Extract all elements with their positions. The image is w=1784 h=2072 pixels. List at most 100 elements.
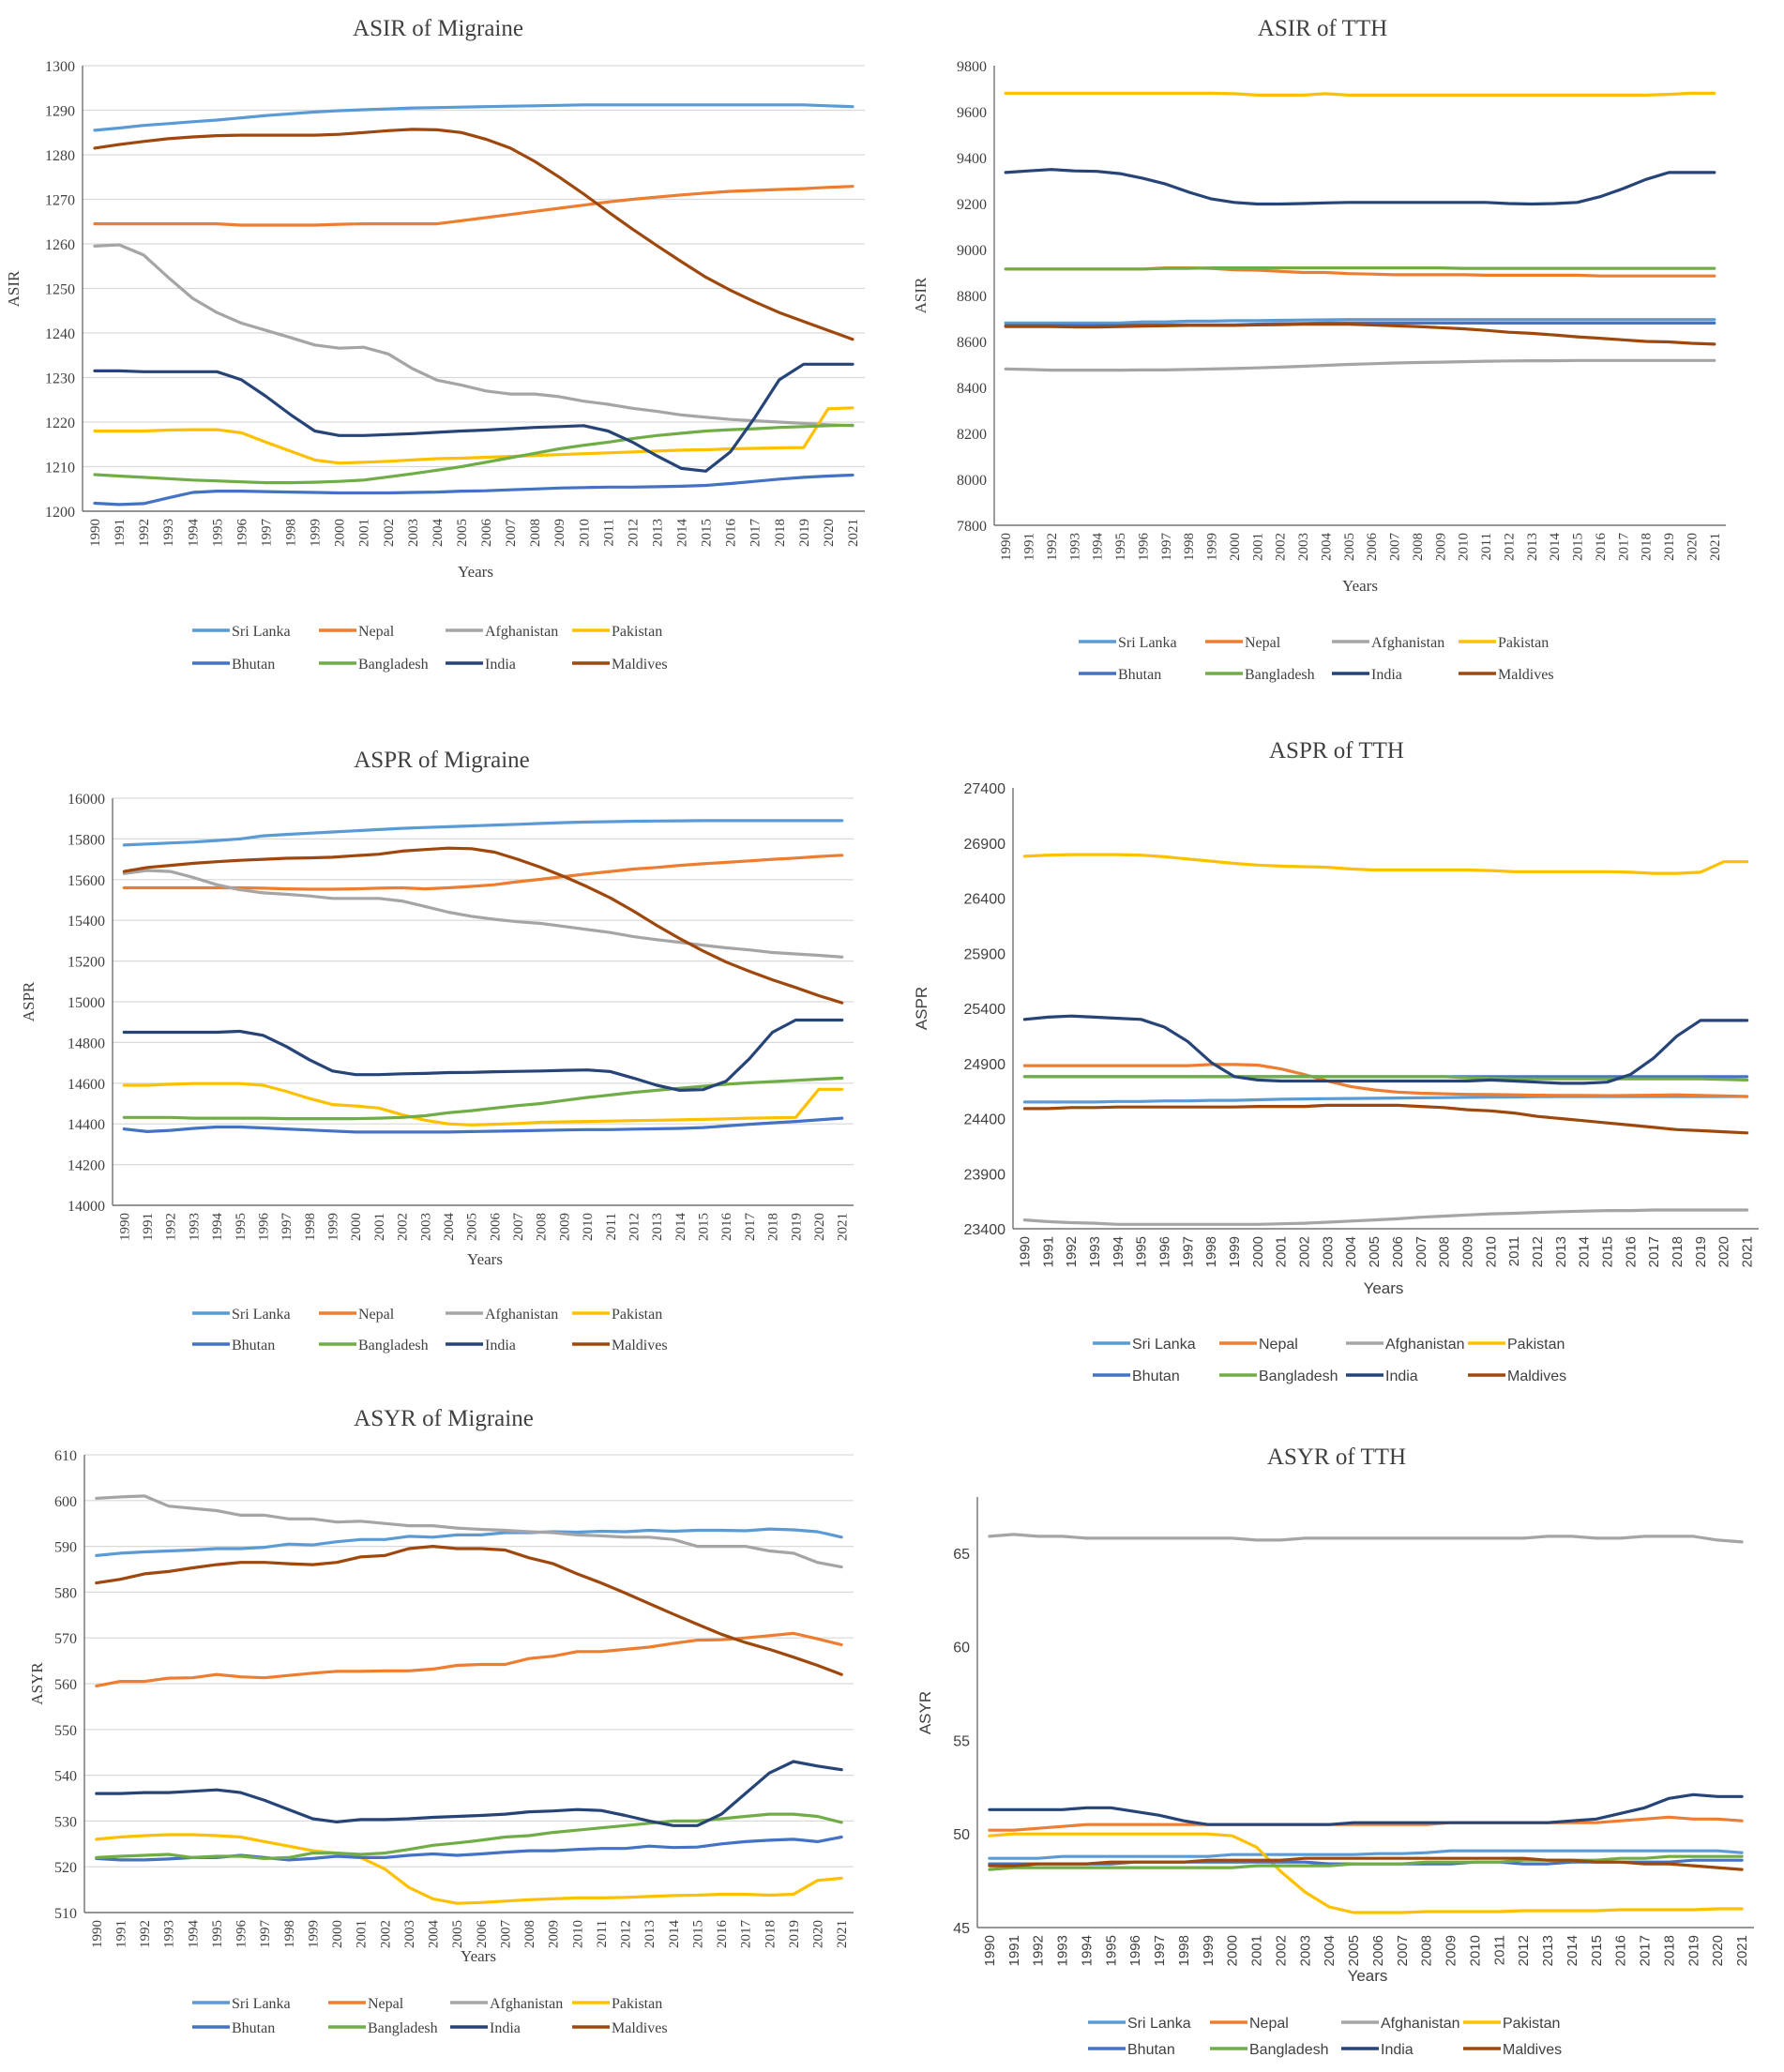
legend-label: Nepal — [368, 1996, 404, 2012]
x-tick-label: 1992 — [1031, 1935, 1047, 1966]
x-tick-label: 2003 — [1296, 533, 1311, 561]
legend-label: Bhutan — [232, 2020, 275, 2036]
legend-label: Sri Lanka — [1127, 2016, 1191, 2032]
x-tick-label: 2003 — [1297, 1935, 1313, 1966]
y-tick-label: 9200 — [957, 197, 987, 213]
legend-label: Afghanistan — [485, 1307, 558, 1323]
y-tick-label: 9800 — [957, 59, 987, 75]
x-axis-label: Years — [1364, 1279, 1404, 1297]
legend-label: Nepal — [358, 624, 395, 640]
y-tick-label: 14600 — [68, 1077, 105, 1093]
x-tick-label: 2002 — [378, 1920, 393, 1948]
series-line-bangladesh — [93, 423, 854, 485]
legend-label: Bangladesh — [358, 1338, 429, 1354]
series-line-pakistan — [1022, 853, 1749, 875]
x-tick-label: 2018 — [1670, 1236, 1686, 1267]
y-tick-label: 510 — [54, 1906, 77, 1922]
series-line-pakistan — [95, 1833, 843, 1905]
series-line-maldives — [988, 1856, 1744, 1871]
x-tick-label: 2006 — [1390, 1236, 1406, 1267]
y-tick-label: 7800 — [957, 519, 987, 535]
x-tick-label: 1991 — [1040, 1236, 1056, 1267]
x-tick-label: 1996 — [256, 1213, 271, 1242]
series-line-nepal — [93, 185, 854, 227]
x-tick-label: 2017 — [748, 519, 763, 548]
x-tick-label: 2021 — [1708, 533, 1723, 561]
x-tick-label: 2005 — [1346, 1935, 1362, 1966]
x-tick-label: 1998 — [1203, 1236, 1219, 1267]
y-axis-label: ASYR — [28, 1662, 46, 1705]
series-line-nepal — [122, 854, 844, 891]
x-tick-label: 2012 — [1502, 533, 1517, 561]
y-tick-label: 520 — [54, 1860, 77, 1876]
x-tick-label: 1993 — [162, 1920, 177, 1948]
x-tick-label: 2013 — [643, 1920, 658, 1948]
series-line-india — [122, 1018, 844, 1093]
x-tick-label: 1990 — [117, 1213, 132, 1241]
y-tick-label: 8200 — [957, 427, 987, 443]
x-tick-label: 2007 — [1395, 1935, 1411, 1966]
series-line-sri-lanka — [122, 819, 844, 847]
x-tick-label: 2019 — [1686, 1935, 1701, 1966]
y-tick-label: 1240 — [45, 326, 75, 342]
y-tick-label: 25400 — [964, 1002, 1006, 1018]
legend-label: Bhutan — [232, 1338, 275, 1354]
legend-label: India — [1385, 1369, 1418, 1384]
y-tick-label: 65 — [953, 1547, 970, 1563]
x-tick-label: 1991 — [141, 1213, 156, 1241]
legend-label: Sri Lanka — [232, 1307, 291, 1323]
legend-label: India — [485, 1338, 516, 1354]
legend-label: Nepal — [1249, 2016, 1289, 2032]
x-tick-label: 2001 — [357, 519, 372, 547]
x-tick-label: 1994 — [1079, 1935, 1095, 1966]
series-line-india — [988, 1792, 1744, 1826]
x-tick-label: 2011 — [1479, 533, 1494, 560]
x-tick-label: 2004 — [442, 1213, 457, 1242]
y-tick-label: 15000 — [68, 995, 105, 1011]
series-line-afghanistan — [95, 1494, 843, 1569]
legend-label: Maldives — [612, 2020, 668, 2036]
legend-label: Bangladesh — [1245, 667, 1315, 683]
legend-label: Pakistan — [1498, 635, 1549, 651]
y-tick-label: 1300 — [45, 59, 75, 75]
x-tick-label: 2005 — [465, 1213, 480, 1241]
x-tick-label: 1995 — [1113, 533, 1128, 561]
legend-label: Maldives — [1507, 1369, 1566, 1384]
x-tick-label: 2007 — [1414, 1236, 1429, 1267]
x-tick-label: 2020 — [811, 1920, 826, 1948]
x-tick-label: 1992 — [137, 519, 152, 547]
x-tick-label: 2014 — [1548, 533, 1563, 562]
x-tick-label: 2013 — [1525, 533, 1540, 561]
x-tick-label: 2000 — [330, 1920, 345, 1948]
x-tick-label: 2014 — [675, 519, 690, 548]
series-line-pakistan — [93, 406, 854, 465]
y-tick-label: 15600 — [68, 873, 105, 889]
x-tick-label: 1995 — [1103, 1935, 1119, 1966]
x-tick-label: 2020 — [1685, 533, 1700, 561]
y-tick-label: 560 — [54, 1677, 77, 1693]
y-tick-label: 26900 — [964, 837, 1006, 853]
y-tick-label: 16000 — [68, 792, 105, 808]
x-tick-label: 1995 — [234, 1213, 249, 1241]
asyr-migraine-chart: ASYR of Migraine 510 520 530 540 550 560 570 580… — [28, 1406, 854, 2036]
x-tick-label: 2016 — [719, 1213, 734, 1242]
x-tick-label: 2004 — [1343, 1236, 1359, 1267]
x-tick-label: 2016 — [724, 519, 739, 548]
x-tick-label: 2011 — [595, 1920, 610, 1947]
y-tick-label: 8600 — [957, 335, 987, 351]
series-line-india — [1004, 168, 1716, 206]
y-tick-label: 9600 — [957, 105, 987, 121]
x-tick-label: 1996 — [1157, 1236, 1172, 1267]
legend-label: Nepal — [358, 1307, 395, 1323]
x-tick-label: 2011 — [1506, 1236, 1522, 1266]
legend-label: Bangladesh — [358, 657, 429, 673]
x-tick-label: 2014 — [1565, 1935, 1580, 1966]
x-tick-label: 2001 — [355, 1920, 370, 1948]
x-tick-label: 2016 — [1623, 1236, 1639, 1267]
series-line-maldives — [95, 1544, 843, 1676]
x-tick-label: 1996 — [1127, 1935, 1143, 1966]
x-tick-label: 2012 — [626, 519, 641, 547]
x-tick-label: 1999 — [1201, 1935, 1217, 1966]
x-tick-label: 1990 — [88, 519, 103, 547]
x-tick-label: 2017 — [1638, 1935, 1654, 1966]
